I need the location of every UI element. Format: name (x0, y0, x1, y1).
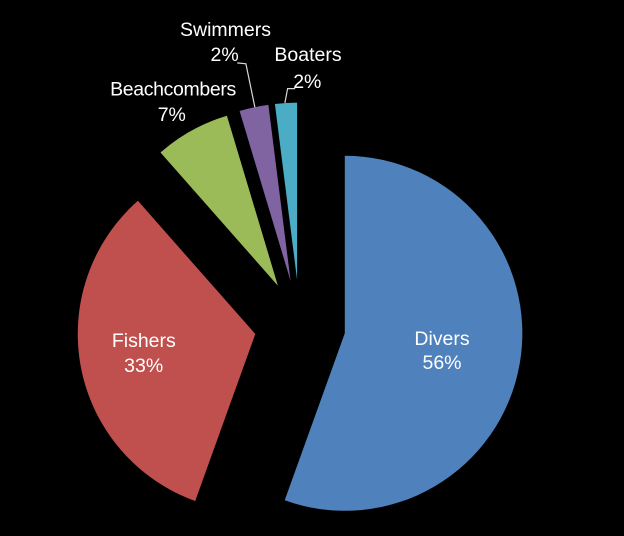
svg-text:2%: 2% (211, 44, 239, 66)
svg-text:Fishers: Fishers (112, 330, 176, 352)
svg-text:Boaters: Boaters (274, 44, 341, 66)
svg-text:33%: 33% (124, 355, 163, 377)
svg-text:Divers: Divers (414, 328, 470, 350)
svg-text:7%: 7% (158, 104, 186, 126)
svg-text:56%: 56% (422, 352, 461, 374)
svg-text:2%: 2% (293, 71, 321, 93)
svg-text:Swimmers: Swimmers (180, 19, 271, 41)
svg-text:Beachcombers: Beachcombers (110, 78, 236, 100)
